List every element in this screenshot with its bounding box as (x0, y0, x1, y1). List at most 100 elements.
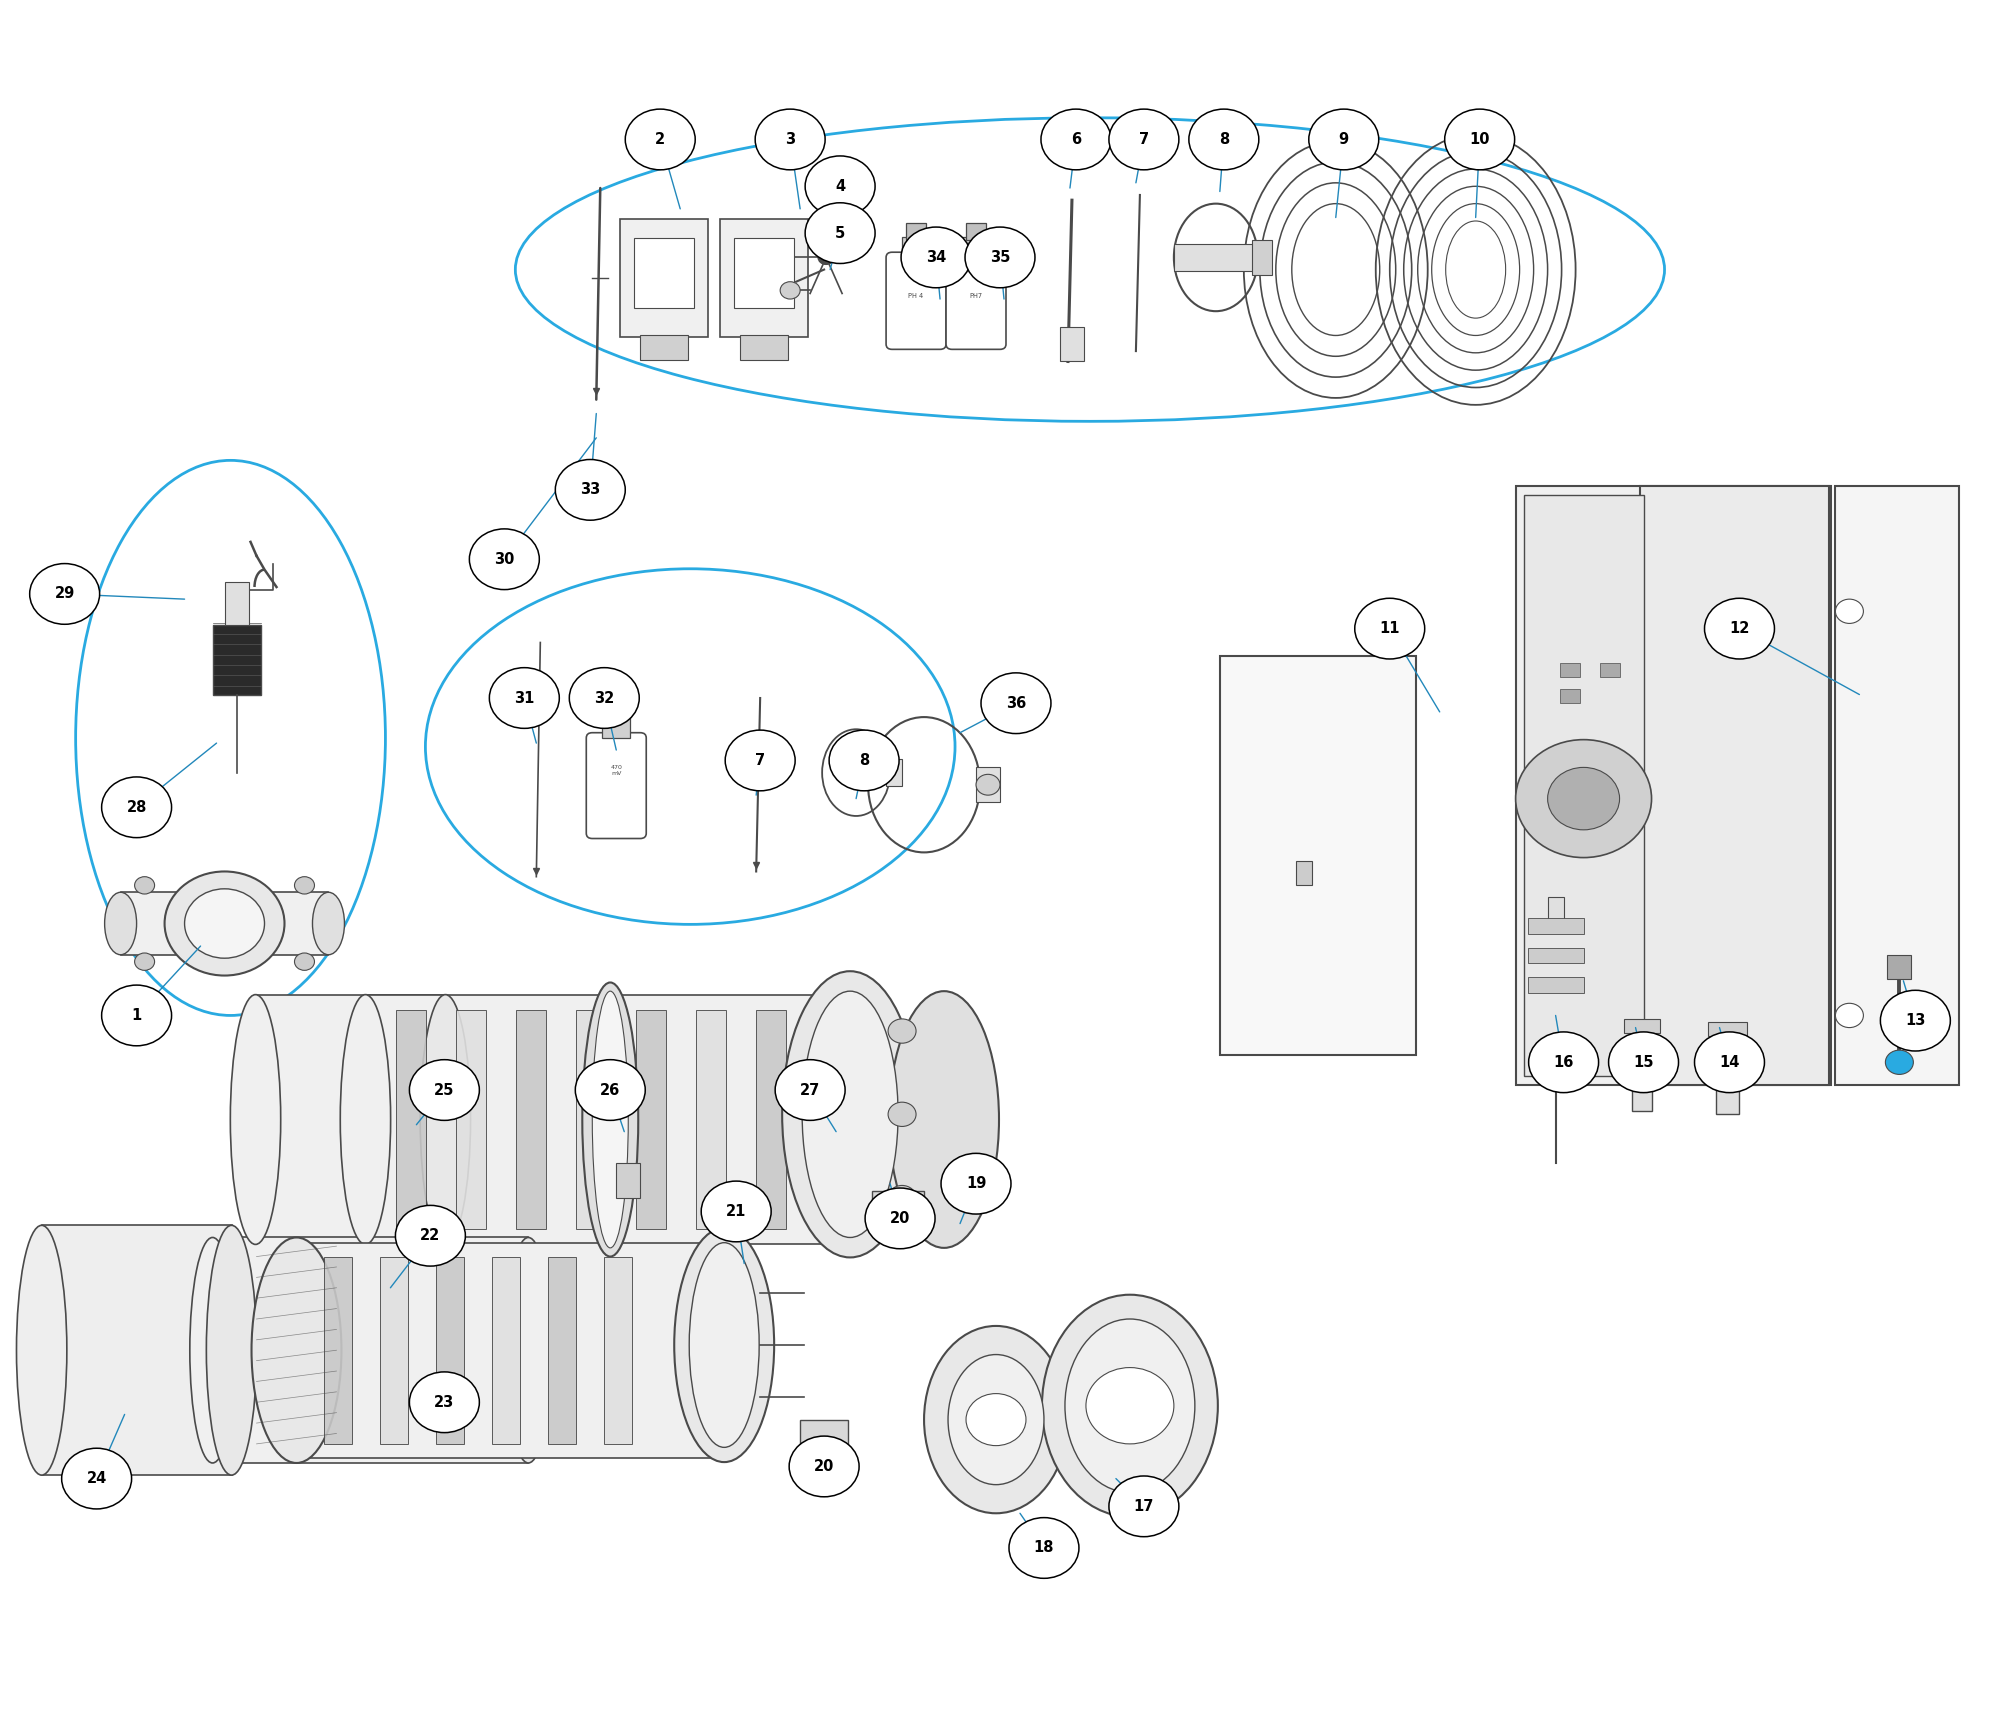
Ellipse shape (802, 991, 898, 1238)
Circle shape (1354, 599, 1424, 660)
Ellipse shape (506, 1238, 552, 1463)
Bar (906, 222, 926, 240)
Text: 15: 15 (1634, 1055, 1654, 1069)
Text: 8: 8 (858, 753, 870, 767)
Circle shape (702, 1180, 772, 1241)
Circle shape (134, 877, 154, 894)
FancyBboxPatch shape (586, 733, 646, 838)
Bar (212, 1238, 528, 1463)
Circle shape (818, 250, 834, 264)
Bar (1548, 898, 1564, 929)
Circle shape (966, 1394, 1026, 1446)
Text: 10: 10 (1470, 132, 1490, 148)
Circle shape (62, 1448, 132, 1509)
Circle shape (806, 156, 876, 217)
Ellipse shape (948, 1354, 1044, 1484)
Circle shape (626, 109, 696, 170)
Bar (396, 1010, 426, 1229)
Bar (456, 1010, 486, 1229)
Ellipse shape (420, 995, 470, 1245)
Bar (1174, 243, 1258, 271)
Text: 27: 27 (800, 1083, 820, 1097)
Text: 16: 16 (1554, 1055, 1574, 1069)
Circle shape (1040, 109, 1110, 170)
Circle shape (1880, 990, 1950, 1050)
Circle shape (410, 1371, 480, 1432)
Text: 8: 8 (1218, 132, 1228, 148)
Circle shape (1108, 1476, 1178, 1536)
Bar (42, 1226, 232, 1476)
Circle shape (294, 953, 314, 970)
Text: 28: 28 (126, 800, 146, 814)
Circle shape (902, 227, 972, 288)
Circle shape (1694, 1031, 1764, 1092)
Circle shape (1516, 740, 1652, 858)
Text: 22: 22 (420, 1229, 440, 1243)
FancyBboxPatch shape (946, 252, 1006, 349)
Circle shape (102, 778, 172, 838)
Circle shape (102, 984, 172, 1045)
Bar (366, 995, 876, 1245)
Circle shape (1444, 109, 1514, 170)
FancyBboxPatch shape (720, 219, 808, 337)
Bar (1528, 977, 1584, 993)
Ellipse shape (190, 1238, 236, 1463)
Circle shape (164, 871, 284, 976)
Ellipse shape (674, 1227, 774, 1462)
Ellipse shape (782, 970, 918, 1257)
Ellipse shape (890, 991, 1000, 1248)
Bar (740, 335, 788, 359)
Text: 12: 12 (1730, 621, 1750, 635)
Text: 20: 20 (814, 1458, 834, 1474)
Text: 5: 5 (834, 226, 846, 241)
Circle shape (866, 1187, 936, 1248)
Circle shape (1704, 599, 1774, 660)
Text: PH7: PH7 (970, 293, 982, 299)
Bar (902, 236, 930, 257)
Circle shape (1308, 109, 1378, 170)
Circle shape (1108, 109, 1178, 170)
Circle shape (1188, 109, 1258, 170)
Text: 13: 13 (1906, 1014, 1926, 1028)
Bar (548, 1257, 576, 1444)
Bar (1716, 1031, 1740, 1115)
Bar (1888, 955, 1912, 979)
FancyBboxPatch shape (886, 252, 946, 349)
Bar (756, 1010, 786, 1229)
Text: 29: 29 (54, 587, 74, 601)
Text: 1: 1 (132, 1009, 142, 1023)
Bar (1632, 1028, 1652, 1111)
Ellipse shape (692, 1243, 736, 1458)
Ellipse shape (592, 991, 628, 1248)
Bar (976, 767, 1000, 802)
Circle shape (134, 953, 154, 970)
Text: 32: 32 (594, 691, 614, 705)
Circle shape (1528, 1031, 1598, 1092)
Ellipse shape (104, 892, 136, 955)
Bar (492, 1257, 520, 1444)
Bar (640, 335, 688, 359)
Circle shape (1086, 1368, 1174, 1444)
Bar (602, 717, 630, 738)
Ellipse shape (340, 995, 390, 1245)
Text: 11: 11 (1380, 621, 1400, 635)
Text: 470
mV: 470 mV (610, 766, 622, 776)
Text: 33: 33 (580, 483, 600, 496)
Bar (1708, 1023, 1748, 1036)
Bar (604, 1257, 632, 1444)
Bar (1296, 861, 1312, 885)
Bar (1640, 486, 1830, 1085)
Text: 19: 19 (966, 1177, 986, 1191)
Circle shape (942, 1153, 1010, 1213)
Bar (1624, 1019, 1660, 1033)
FancyBboxPatch shape (872, 1191, 924, 1236)
Circle shape (726, 731, 796, 792)
Circle shape (830, 731, 900, 792)
Text: 9: 9 (1338, 132, 1348, 148)
Circle shape (888, 1102, 916, 1127)
Circle shape (888, 1186, 916, 1210)
Ellipse shape (1042, 1295, 1218, 1517)
Circle shape (556, 460, 626, 521)
Text: 35: 35 (990, 250, 1010, 266)
Bar (256, 995, 446, 1245)
